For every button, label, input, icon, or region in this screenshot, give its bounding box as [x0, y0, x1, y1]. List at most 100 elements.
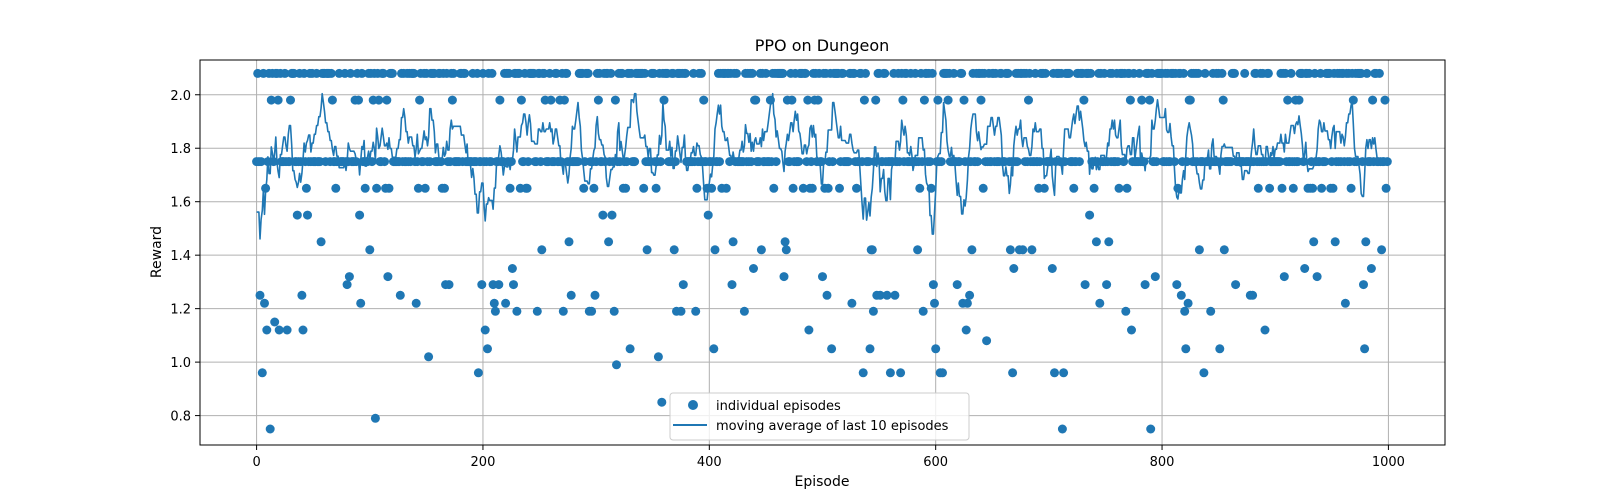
episode-point	[370, 413, 380, 423]
y-tick-label: 1.0	[170, 356, 191, 371]
legend-label-line: moving average of last 10 episodes	[716, 419, 949, 434]
episode-point	[962, 298, 972, 308]
episode-point	[564, 237, 574, 247]
episode-point	[1057, 424, 1067, 434]
episode-point	[280, 68, 290, 78]
episode-point	[1041, 68, 1050, 78]
episode-point	[273, 95, 283, 105]
episode-point	[1300, 264, 1310, 273]
episode-point	[930, 298, 939, 308]
episode-point	[709, 344, 719, 354]
episode-point	[973, 157, 983, 167]
episode-point	[676, 306, 686, 316]
episode-point	[926, 183, 936, 193]
episode-point	[512, 306, 522, 316]
episode-point	[489, 298, 499, 308]
episode-point	[1183, 298, 1193, 308]
episode-point	[1360, 344, 1370, 354]
episode-point	[383, 272, 393, 282]
episode-point	[844, 157, 853, 167]
episode-point	[262, 325, 272, 335]
episode-point	[292, 210, 302, 220]
episode-point	[639, 183, 649, 193]
episode-point	[590, 290, 600, 300]
episode-point	[1172, 280, 1182, 290]
episode-point	[1064, 68, 1074, 78]
episode-point	[346, 68, 355, 78]
episode-point	[870, 157, 880, 167]
episode-point	[509, 280, 518, 290]
axis-ticks: 0 200 400 600 800 1000 0.8 1.0 1.2 1.4 1.6 1.8 2.0	[170, 89, 1405, 470]
episode-point	[804, 325, 814, 335]
episode-point	[1059, 368, 1069, 378]
episode-point	[1286, 68, 1296, 78]
episode-point	[779, 272, 789, 282]
episode-point	[573, 157, 583, 167]
episode-point	[1283, 95, 1293, 105]
episode-point	[1104, 237, 1114, 247]
episode-point	[816, 157, 826, 167]
episode-point	[301, 183, 311, 193]
episode-point	[411, 298, 421, 308]
episode-point	[961, 325, 971, 335]
episode-point	[587, 306, 597, 316]
episode-point	[721, 183, 731, 193]
episode-point	[1366, 264, 1376, 273]
episode-point	[1139, 157, 1149, 167]
episode-point	[1181, 344, 1191, 354]
episode-point	[732, 68, 741, 78]
episode-point	[270, 317, 280, 327]
y-tick-label: 1.8	[170, 142, 191, 157]
episode-point	[260, 298, 269, 308]
episode-point	[747, 68, 757, 78]
episode-point	[703, 210, 713, 220]
episode-point	[959, 95, 969, 105]
episode-point	[1312, 272, 1322, 282]
moving-average-line	[256, 92, 1378, 240]
episode-point	[1263, 68, 1273, 78]
episode-point	[925, 157, 935, 167]
episode-point	[1173, 183, 1183, 193]
episode-point	[1206, 306, 1216, 316]
episode-point	[303, 210, 312, 220]
episode-point	[351, 157, 361, 167]
episode-point	[798, 183, 808, 193]
episode-point	[382, 95, 392, 105]
episode-point	[976, 95, 986, 105]
episode-point	[298, 325, 308, 335]
episode-point	[1119, 157, 1129, 167]
episode-point	[380, 157, 389, 167]
legend-box	[669, 392, 970, 441]
episode-point	[957, 68, 967, 78]
episode-point	[875, 290, 885, 300]
episode-point	[1176, 290, 1186, 300]
episode-point	[436, 157, 446, 167]
episode-point	[1330, 237, 1340, 247]
episode-point	[861, 68, 870, 78]
episode-point	[256, 157, 266, 167]
episode-point	[558, 306, 568, 316]
episode-point	[699, 95, 709, 105]
episode-point	[739, 306, 749, 316]
episode-point	[751, 95, 761, 105]
episode-point	[1127, 325, 1136, 335]
episode-point	[1199, 368, 1209, 378]
episode-point	[696, 68, 706, 78]
episode-point	[728, 237, 738, 247]
episode-point	[1095, 298, 1105, 308]
episode-point	[1018, 245, 1028, 255]
episode-point	[1009, 264, 1019, 273]
episode-point	[915, 183, 925, 193]
episode-point	[1194, 245, 1204, 255]
episode-point	[1079, 95, 1089, 105]
episode-point	[589, 183, 599, 193]
legend-marker-scatter	[688, 400, 698, 410]
episode-point	[559, 95, 569, 105]
episode-point	[1231, 280, 1241, 290]
episode-point	[967, 245, 977, 255]
episode-point	[1362, 68, 1372, 78]
episode-point	[715, 157, 724, 167]
episode-point	[978, 183, 988, 193]
x-tick-label: 0	[252, 455, 260, 470]
episode-point	[546, 95, 556, 105]
